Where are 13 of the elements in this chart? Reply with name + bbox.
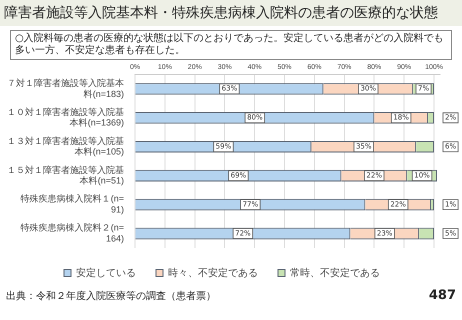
source-note: 出典：令和２年度入院医療等の調査（患者票） xyxy=(6,290,216,302)
y-tick-label: １５対１障害者施設等入院基本料(n=51) xyxy=(7,164,124,186)
legend-label: 安定している xyxy=(76,266,136,279)
y-tick-label: ７対１障害者施設等入院基本料(n=183) xyxy=(7,78,124,99)
chart-subtitle: ○入院料毎の患者の医療的な状態は以下のとおりであった。安定している患者がどの入院料でも多い一方、不安定な患者も存在した。 xyxy=(10,30,452,60)
y-tick-label: １３対１障害者施設等入院基本料(n=105) xyxy=(7,136,124,157)
y-tick-label: １０対１障害者施設等入院基本料(n=1369) xyxy=(7,106,124,128)
legend-label: 常時、不安定である xyxy=(290,266,380,279)
y-tick-label: 特殊疾患病棟入院料２(n=164) xyxy=(20,222,124,244)
y-tick-label: 特殊疾患病棟入院料１(n=91) xyxy=(20,194,124,214)
chart-title: 障害者施設等入院基本料・特殊疾患病棟入院料の患者の医療的な状態 xyxy=(0,0,462,26)
legend-label: 時々、不安定である xyxy=(168,266,258,279)
text: 487 xyxy=(428,288,456,303)
